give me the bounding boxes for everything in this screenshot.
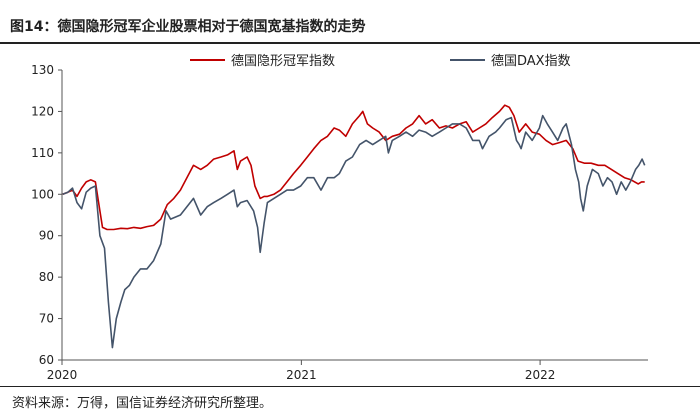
line-chart: 德国隐形冠军指数 德国DAX指数 60 70 80 90 100 110 120 130 202… (31, 54, 648, 382)
y-tick-label: 80 (39, 270, 54, 284)
y-tick-label: 110 (31, 146, 54, 160)
figure-title: 图14：德国隐形冠军企业股票相对于德国宽基指数的走势 (10, 19, 366, 35)
legend-label-dark: 德国DAX指数 (491, 54, 571, 69)
y-tick-label: 120 (31, 104, 54, 118)
series-line-dark (62, 114, 646, 349)
legend-label-red: 德国隐形冠军指数 (231, 54, 335, 69)
y-tick-label: 60 (39, 353, 54, 367)
legend: 德国隐形冠军指数 德国DAX指数 (190, 54, 571, 69)
y-tick-label: 130 (31, 63, 54, 77)
y-tick-label: 100 (31, 187, 54, 201)
top-rule (0, 42, 700, 44)
source-note: 资料来源：万得，国信证券经济研究所整理。 (12, 396, 273, 411)
figure-title-bar: 图14：德国隐形冠军企业股票相对于德国宽基指数的走势 (0, 0, 700, 42)
y-tick-label: 70 (39, 312, 54, 326)
x-tick-label: 2022 (525, 368, 556, 382)
plot-area (62, 104, 646, 349)
x-tick-label: 2021 (286, 368, 317, 382)
axes: 60 70 80 90 100 110 120 130 2020 2021 2022 (31, 63, 648, 382)
x-tick-label: 2020 (47, 368, 78, 382)
y-tick-label: 90 (39, 229, 54, 243)
bottom-rule (0, 386, 700, 387)
series-line-red (62, 104, 645, 231)
